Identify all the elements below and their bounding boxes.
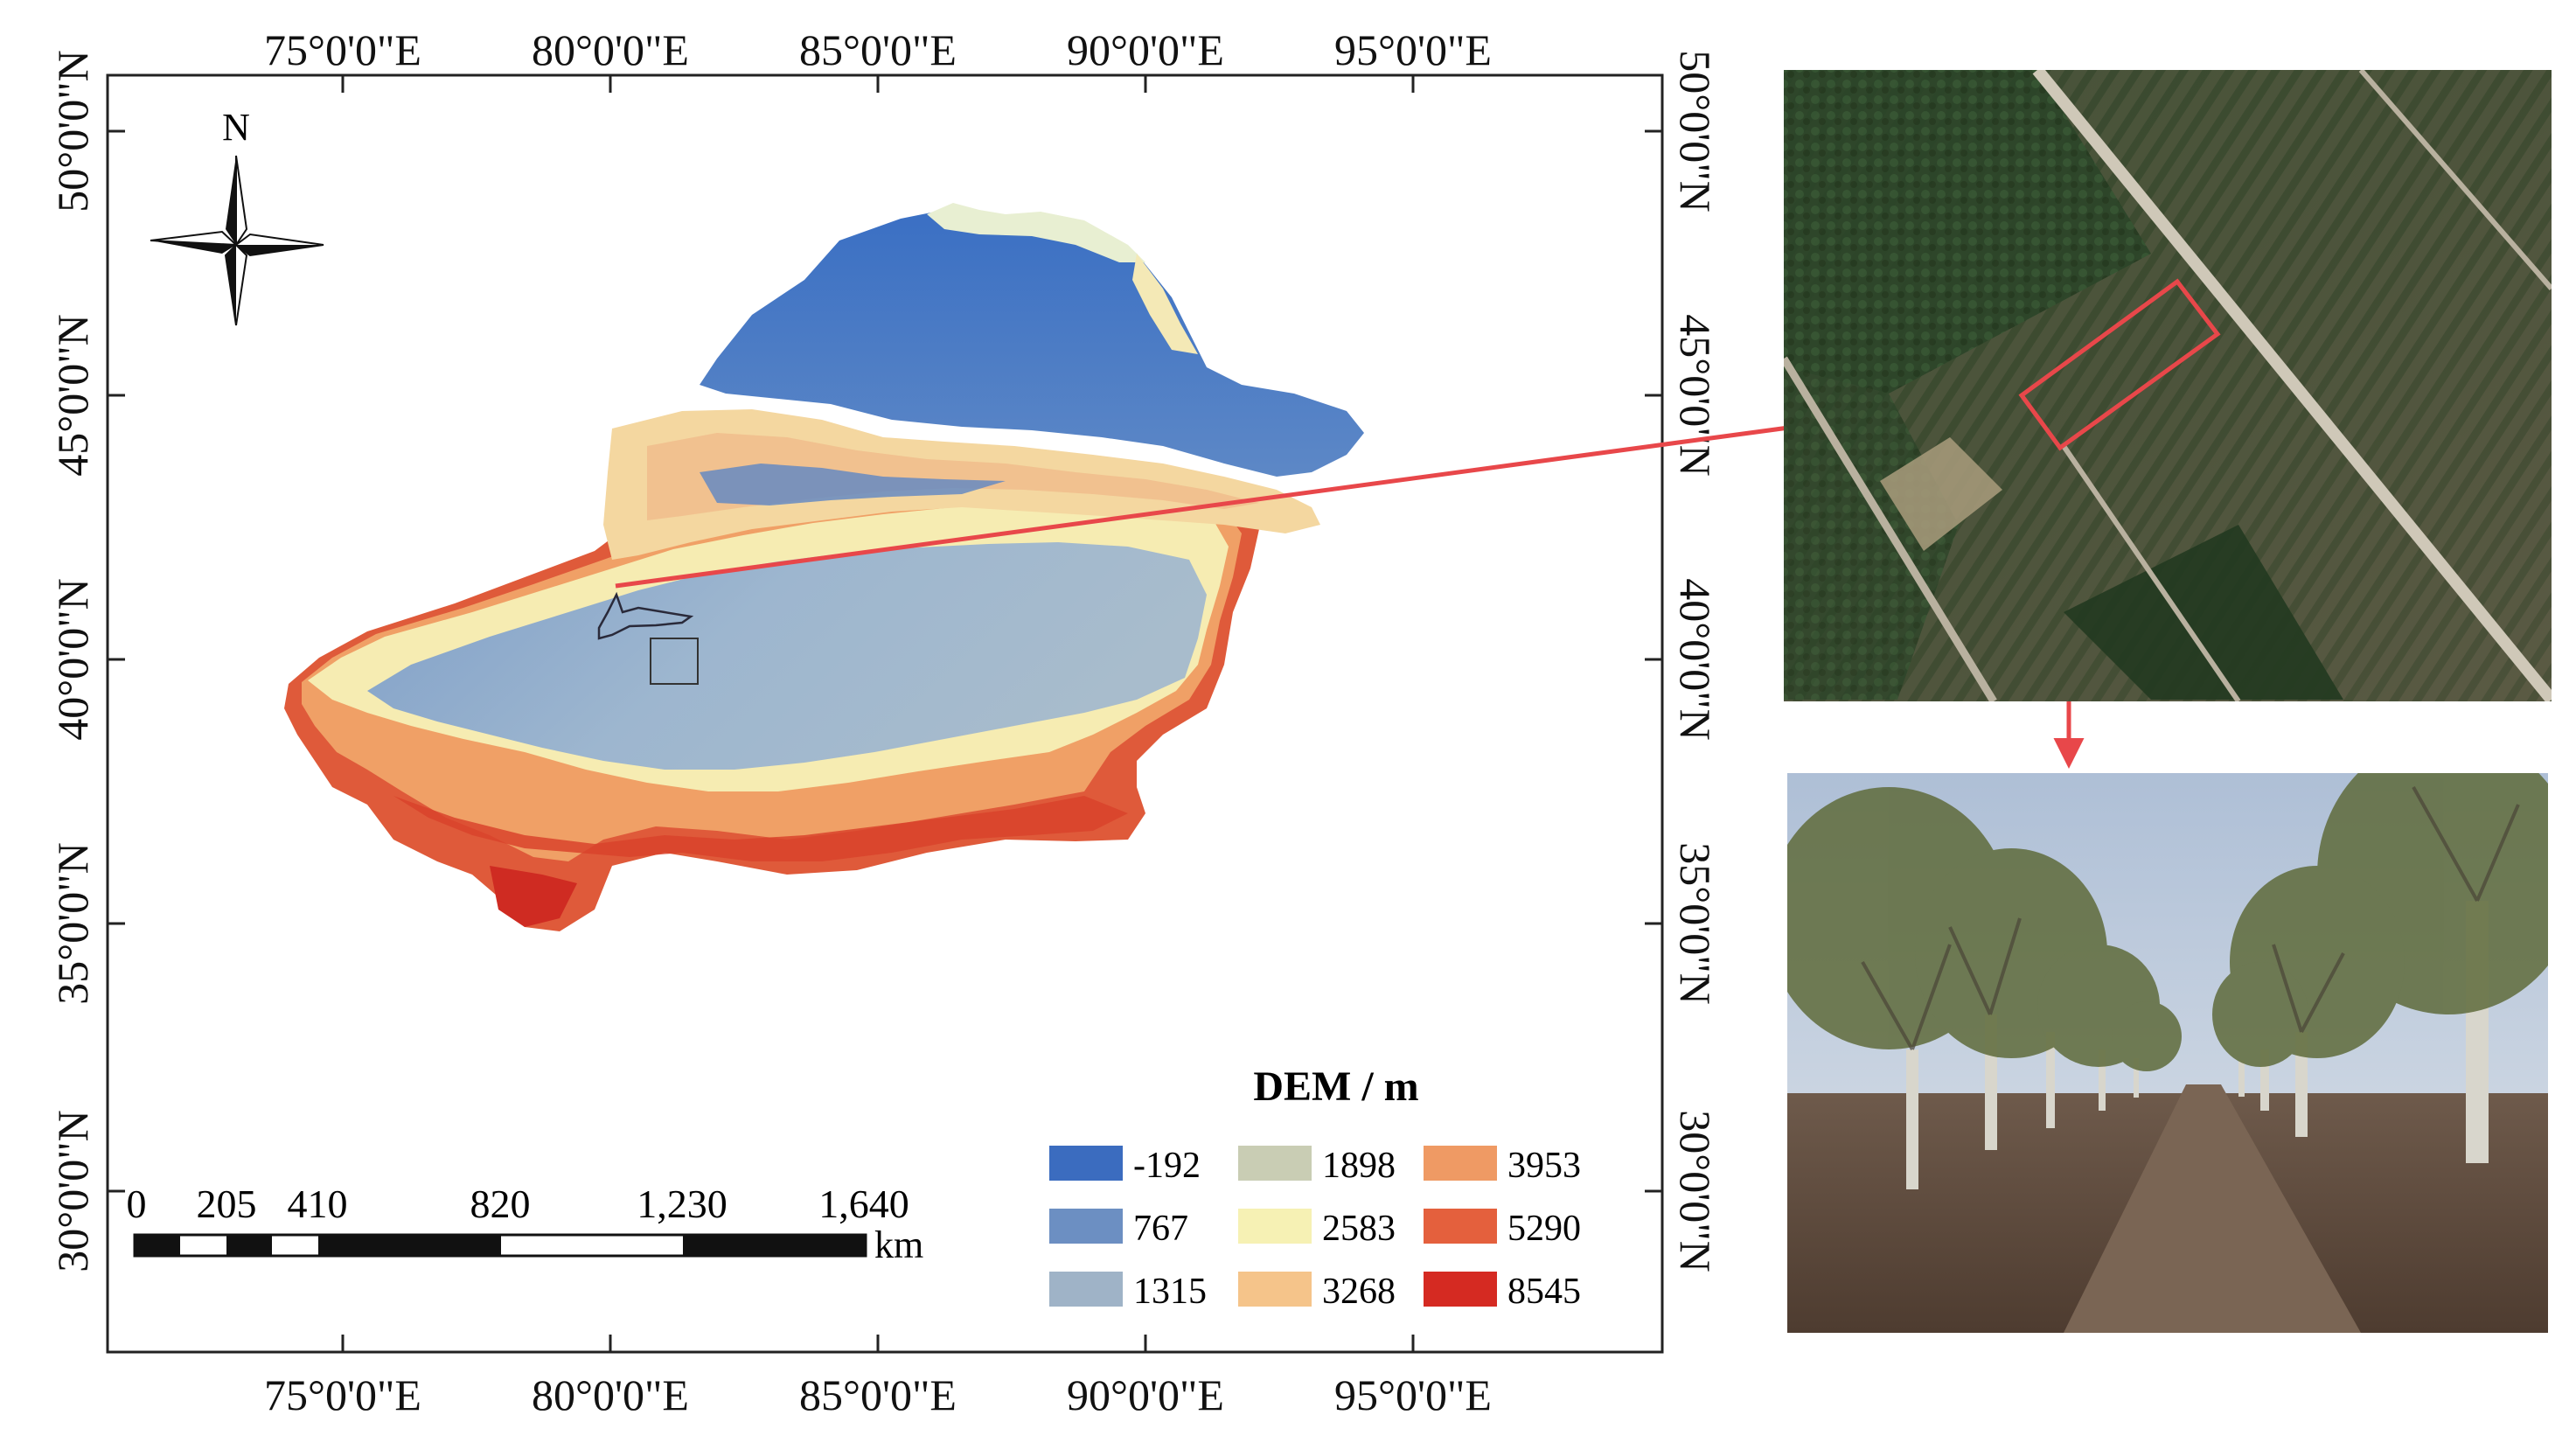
- study-area-outline: [597, 591, 694, 640]
- legend-swatch: [1424, 1272, 1497, 1307]
- lon-label-bottom: 90°0'0"E: [1067, 1370, 1224, 1419]
- lat-label-right: 50°0'0"N: [1671, 50, 1720, 213]
- lat-label-right: 30°0'0"N: [1671, 1110, 1720, 1272]
- lon-label-top: 85°0'0"E: [799, 25, 957, 74]
- dem-tarim-basin: [367, 542, 1207, 770]
- legend-label: 1898: [1322, 1146, 1396, 1186]
- scale-segment: [135, 1235, 180, 1256]
- lon-label-bottom: 75°0'0"E: [264, 1370, 421, 1419]
- dem-tianshan-blue-valley: [700, 464, 1006, 505]
- arrow-map-to-satellite: [615, 387, 2009, 589]
- scale-segment: [318, 1235, 501, 1256]
- legend-title: DEM / m: [1253, 1063, 1418, 1110]
- legend-label: 5290: [1507, 1209, 1581, 1249]
- bare-branches: [1861, 786, 2520, 1050]
- road: [2358, 70, 2552, 290]
- legend-label: 3953: [1507, 1146, 1581, 1186]
- legend-label: -192: [1133, 1146, 1201, 1186]
- lat-label-left: 40°0'0"N: [48, 578, 97, 741]
- satellite-image: [1784, 70, 2552, 701]
- graticule-ticks: [108, 75, 1662, 1352]
- road: [2032, 70, 2552, 701]
- study-area-box: [650, 638, 699, 685]
- lat-label-left: 30°0'0"N: [48, 1110, 97, 1272]
- legend-label: 3268: [1322, 1272, 1396, 1312]
- scale-bar: 0 205 410 820 1,230 1,640 km: [127, 1182, 924, 1266]
- legend-swatch: [1238, 1272, 1312, 1307]
- scale-segment: [683, 1235, 866, 1256]
- lon-label-top: 80°0'0"E: [532, 25, 689, 74]
- lon-label-bottom: 80°0'0"E: [532, 1370, 689, 1419]
- map-panel: 75°0'0"E 80°0'0"E 85°0'0"E 90°0'0"E 95°0…: [48, 25, 1720, 1419]
- dem-legend: DEM / m -192 767 1315 1898 2583 3268 3953 5290 8…: [1049, 1063, 1581, 1312]
- north-arrow-icon: N: [150, 106, 324, 326]
- scale-tick-label: 410: [288, 1182, 348, 1226]
- scale-tick-label: 820: [470, 1182, 531, 1226]
- lat-label-left: 45°0'0"N: [48, 314, 97, 477]
- field-photo: [1787, 773, 2548, 1333]
- tree-canopy: [1787, 773, 2548, 1071]
- lat-label-left: 50°0'0"N: [48, 50, 97, 213]
- dem-northern-edge: [1132, 254, 1198, 354]
- scale-segment: [226, 1235, 272, 1256]
- north-label: N: [222, 106, 250, 149]
- legend-label: 1315: [1133, 1272, 1207, 1312]
- lon-label-top: 75°0'0"E: [264, 25, 421, 74]
- road: [2061, 444, 2241, 701]
- legend-swatch: [1238, 1209, 1312, 1244]
- scale-tick-label: 205: [197, 1182, 257, 1226]
- lat-label-right: 35°0'0"N: [1671, 842, 1720, 1005]
- lat-label-right: 45°0'0"N: [1671, 314, 1720, 477]
- lon-label-bottom: 85°0'0"E: [799, 1370, 957, 1419]
- lon-label-top: 95°0'0"E: [1334, 25, 1492, 74]
- scale-unit: km: [874, 1223, 923, 1266]
- dem-kunlun-ridge: [393, 796, 1128, 861]
- scale-tick-label: 1,640: [818, 1182, 909, 1226]
- lon-label-top: 90°0'0"E: [1067, 25, 1224, 74]
- legend-swatch: [1424, 1146, 1497, 1181]
- dem-altai-ridge: [927, 203, 1145, 262]
- dem-map-raster: [284, 203, 1364, 931]
- lon-label-bottom: 95°0'0"E: [1334, 1370, 1492, 1419]
- canopy-block: [1784, 367, 1959, 700]
- legend-label: 767: [1133, 1209, 1188, 1249]
- dem-dzungaria-basin: [700, 210, 1364, 477]
- legend-swatch: [1049, 1209, 1123, 1244]
- scale-tick-label: 1,230: [637, 1182, 728, 1226]
- scale-tick-label: 0: [127, 1182, 147, 1226]
- dirt-path: [2064, 1084, 2361, 1333]
- lat-label-right: 40°0'0"N: [1671, 578, 1720, 741]
- lat-label-left: 35°0'0"N: [48, 842, 97, 1005]
- legend-label: 2583: [1322, 1209, 1396, 1249]
- legend-swatch: [1238, 1146, 1312, 1181]
- road: [1784, 356, 1997, 701]
- legend-label: 8545: [1507, 1272, 1581, 1312]
- legend-swatch: [1049, 1272, 1123, 1307]
- legend-swatch: [1424, 1209, 1497, 1244]
- canopy-block: [1784, 70, 2151, 394]
- dense-orchard-block: [2064, 525, 2343, 700]
- selected-plot-outline: [2018, 278, 2221, 451]
- legend-swatch: [1049, 1146, 1123, 1181]
- bare-field: [1880, 437, 2002, 551]
- dem-kunlun-red-south: [490, 866, 577, 927]
